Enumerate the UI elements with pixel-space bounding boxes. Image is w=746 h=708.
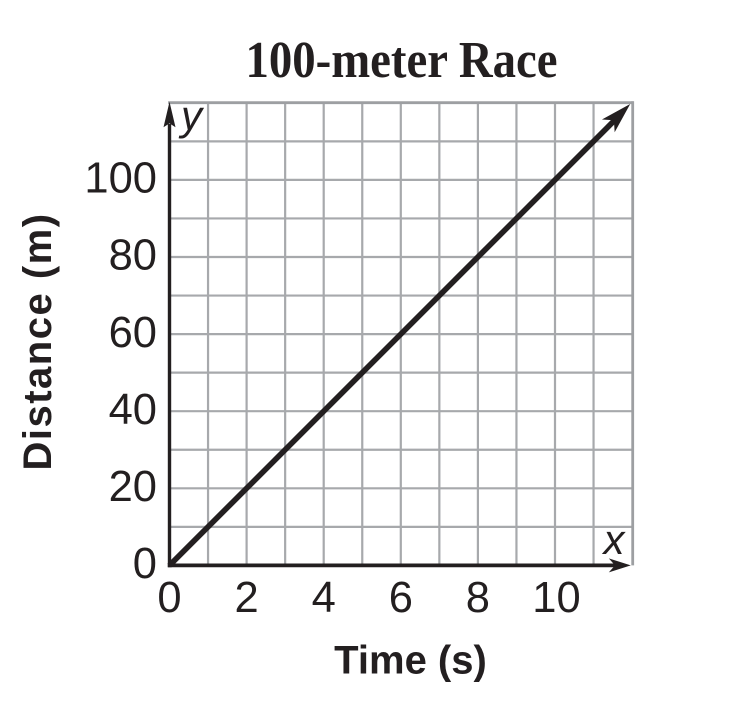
svg-text:y: y [178, 92, 205, 139]
svg-text:2: 2 [234, 574, 258, 622]
svg-text:10: 10 [532, 574, 580, 622]
svg-text:Distance (m): Distance (m) [16, 212, 60, 470]
svg-text:Time (s): Time (s) [334, 639, 487, 683]
svg-text:8: 8 [466, 574, 490, 622]
svg-text:40: 40 [109, 386, 157, 434]
svg-text:100: 100 [84, 155, 157, 203]
svg-text:60: 60 [109, 309, 157, 357]
svg-text:100-meter Race: 100-meter Race [246, 32, 558, 89]
svg-text:0: 0 [157, 574, 181, 622]
svg-text:6: 6 [389, 574, 413, 622]
svg-text:20: 20 [109, 463, 157, 511]
svg-text:80: 80 [109, 232, 157, 280]
svg-text:4: 4 [312, 574, 336, 622]
svg-text:x: x [602, 516, 627, 563]
svg-text:0: 0 [133, 540, 157, 588]
